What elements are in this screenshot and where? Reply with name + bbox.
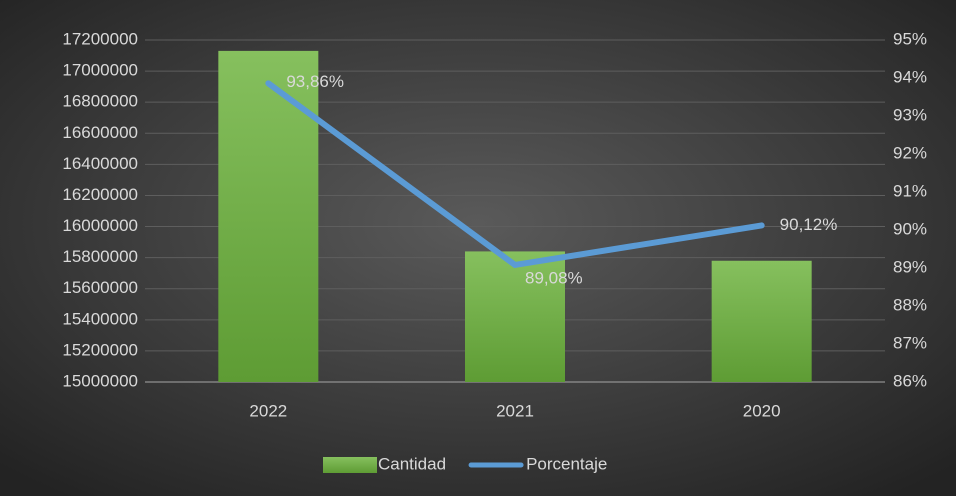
y-tick-label: 16400000 [62, 154, 138, 173]
bar [465, 251, 565, 382]
y-tick-label: 17000000 [62, 61, 138, 80]
bar [218, 50, 319, 383]
y-tick-label: 16800000 [62, 92, 138, 111]
y-tick-label: 16200000 [62, 185, 138, 204]
bar [711, 260, 812, 382]
x-tick-label: 2022 [249, 401, 287, 420]
y-tick-label: 15200000 [62, 340, 138, 359]
y2-tick-label: 92% [893, 143, 927, 162]
y-tick-label: 16000000 [62, 216, 138, 235]
y-tick-label: 15000000 [62, 371, 138, 390]
y2-tick-label: 93% [893, 105, 927, 124]
y-tick-label: 15400000 [62, 309, 138, 328]
y2-tick-label: 86% [893, 371, 927, 390]
data-label: 89,08% [525, 268, 583, 287]
y2-tick-label: 94% [893, 67, 927, 86]
legend-swatch [323, 457, 377, 473]
y-tick-label: 15800000 [62, 247, 138, 266]
legend-label: Porcentaje [526, 454, 607, 473]
y2-tick-label: 88% [893, 295, 927, 314]
data-label: 90,12% [780, 215, 838, 234]
y2-tick-label: 89% [893, 257, 927, 276]
y2-tick-label: 90% [893, 219, 927, 238]
y2-tick-label: 95% [893, 29, 927, 48]
x-tick-label: 2020 [743, 401, 781, 420]
data-label: 93,86% [286, 72, 344, 91]
legend-label: Cantidad [378, 454, 446, 473]
y2-tick-label: 87% [893, 333, 927, 352]
y-tick-label: 15600000 [62, 278, 138, 297]
x-tick-label: 2021 [496, 401, 534, 420]
y-tick-label: 16600000 [62, 123, 138, 142]
y-tick-label: 17200000 [62, 29, 138, 48]
line [265, 80, 765, 268]
y2-tick-label: 91% [893, 181, 927, 200]
